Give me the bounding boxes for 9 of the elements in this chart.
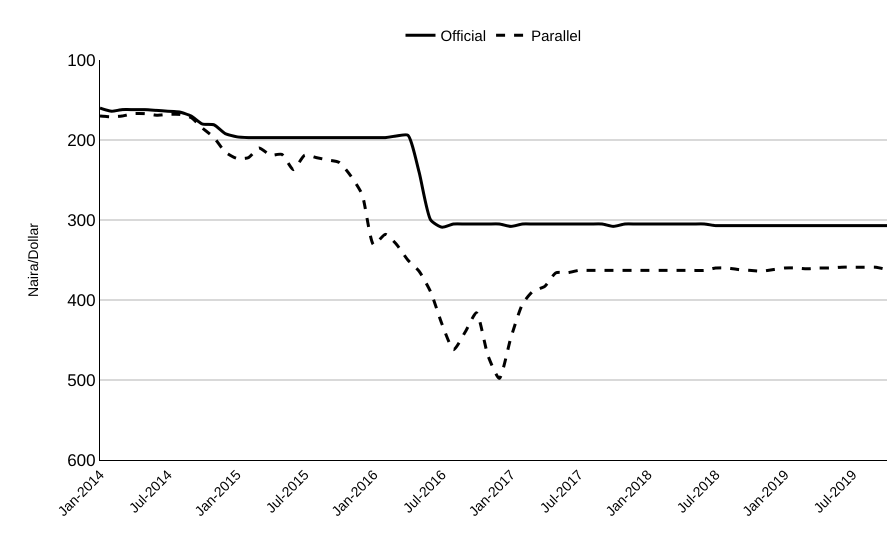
y-tick-label: 300 <box>67 210 96 230</box>
y-axis-title: Naira/Dollar <box>24 222 41 297</box>
y-tick-label: 500 <box>67 370 96 390</box>
legend-label: Official <box>440 28 486 46</box>
y-tick-label: 200 <box>67 130 96 150</box>
legend-label: Parallel <box>531 28 582 46</box>
y-tick-label: 400 <box>67 290 96 310</box>
y-tick-label: 600 <box>67 450 96 470</box>
y-tick-label: 100 <box>67 50 96 70</box>
